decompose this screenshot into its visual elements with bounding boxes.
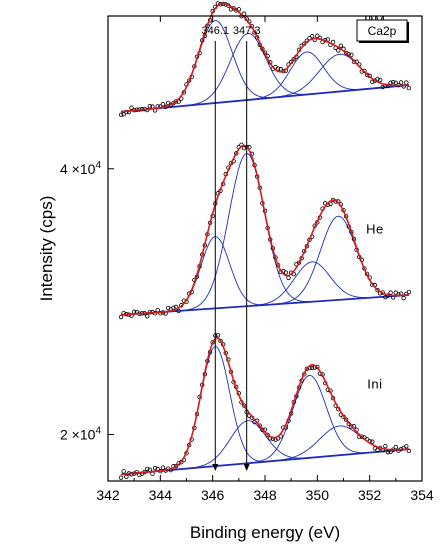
y-axis-ticks: 2 ×104 4 ×104 bbox=[60, 160, 114, 443]
data-point bbox=[338, 43, 344, 48]
plot-frame bbox=[107, 15, 423, 482]
data-point bbox=[406, 289, 412, 295]
data-point bbox=[147, 103, 153, 109]
data-point bbox=[396, 292, 401, 297]
x-tick-label: 346 bbox=[201, 487, 225, 503]
data-point bbox=[404, 80, 409, 85]
data-point bbox=[283, 270, 289, 275]
data-point bbox=[118, 314, 124, 320]
data-point bbox=[145, 314, 150, 319]
data-point bbox=[391, 80, 396, 85]
vertical-marker-layer: 346.1 347.3 bbox=[202, 25, 261, 471]
x-tick-label: 342 bbox=[96, 487, 120, 503]
data-point bbox=[129, 105, 134, 110]
data-point bbox=[393, 444, 399, 450]
data-point bbox=[234, 8, 239, 13]
spectrum-ini: Ini bbox=[118, 333, 412, 480]
x-axis-ticks: 342 344 346 348 350 352 354 bbox=[96, 16, 434, 503]
data-point bbox=[176, 308, 181, 314]
fit-envelope bbox=[121, 144, 409, 316]
x-tick-label: 348 bbox=[253, 487, 277, 503]
data-point bbox=[236, 7, 242, 12]
data-point bbox=[257, 423, 262, 428]
y-tick-label: 2 ×104 bbox=[60, 426, 101, 443]
data-point bbox=[375, 76, 380, 82]
ca2p-badge: Ca2p bbox=[356, 19, 409, 43]
data-point bbox=[401, 295, 406, 301]
fit-component bbox=[121, 346, 409, 475]
data-point bbox=[118, 475, 124, 480]
data-point bbox=[370, 79, 375, 85]
data-point bbox=[124, 474, 129, 480]
badge-text: Ca2p bbox=[368, 24, 397, 38]
data-point bbox=[404, 444, 409, 449]
data-point bbox=[121, 112, 126, 117]
x-tick-label: 352 bbox=[358, 487, 382, 503]
data-point bbox=[309, 365, 315, 371]
data-point bbox=[121, 469, 126, 474]
data-point bbox=[370, 439, 375, 444]
fit-component bbox=[121, 236, 409, 316]
x-axis-title: Binding energy (eV) bbox=[190, 523, 340, 542]
data-point bbox=[349, 424, 354, 429]
data-point bbox=[375, 287, 380, 293]
data-point bbox=[343, 417, 349, 422]
data-point bbox=[304, 366, 310, 371]
spectrum-rm: RM bbox=[118, 1, 412, 117]
data-point bbox=[315, 33, 320, 38]
marker-arrowhead bbox=[212, 464, 219, 471]
data-point bbox=[234, 151, 239, 156]
badge-box bbox=[356, 19, 408, 42]
data-point bbox=[393, 80, 399, 86]
y-tick-label: 4 ×104 bbox=[60, 160, 101, 177]
marker-label: 346.1 bbox=[202, 25, 230, 37]
fit-envelope bbox=[121, 337, 409, 476]
data-point bbox=[218, 338, 223, 344]
data-point bbox=[286, 275, 291, 281]
data-point bbox=[291, 57, 296, 62]
series-layer: Ini He RM bbox=[118, 1, 412, 480]
x-tick-label: 354 bbox=[410, 487, 434, 503]
series-label-ini: Ini bbox=[367, 376, 382, 391]
data-point bbox=[388, 290, 393, 295]
data-point bbox=[359, 434, 365, 439]
data-point bbox=[385, 449, 391, 455]
data-point bbox=[118, 112, 124, 117]
data-point bbox=[336, 48, 341, 53]
data-point bbox=[160, 101, 166, 107]
data-point bbox=[241, 403, 247, 408]
data-point bbox=[160, 465, 166, 470]
data-point bbox=[155, 307, 160, 313]
data-point bbox=[145, 466, 150, 472]
data-point bbox=[398, 80, 404, 85]
fit-envelope bbox=[121, 2, 409, 113]
data-point bbox=[349, 52, 354, 57]
data-point bbox=[383, 443, 388, 449]
series-label-he: He bbox=[366, 222, 384, 237]
data-point bbox=[215, 333, 221, 338]
marker-label: 347.3 bbox=[233, 25, 261, 37]
fit-component bbox=[121, 375, 409, 475]
marker-arrowhead bbox=[243, 464, 250, 471]
data-point bbox=[265, 432, 270, 438]
x-tick-label: 350 bbox=[306, 487, 330, 503]
data-point bbox=[241, 145, 247, 151]
y-axis-title: Intensity (cps) bbox=[37, 196, 56, 302]
data-point bbox=[173, 99, 179, 104]
x-tick-label: 344 bbox=[149, 487, 173, 503]
data-point bbox=[309, 34, 315, 39]
data-point bbox=[377, 77, 383, 83]
data-point bbox=[152, 465, 158, 471]
data-point bbox=[364, 72, 370, 77]
data-point bbox=[406, 85, 412, 91]
spectrum-he: He bbox=[118, 142, 412, 320]
